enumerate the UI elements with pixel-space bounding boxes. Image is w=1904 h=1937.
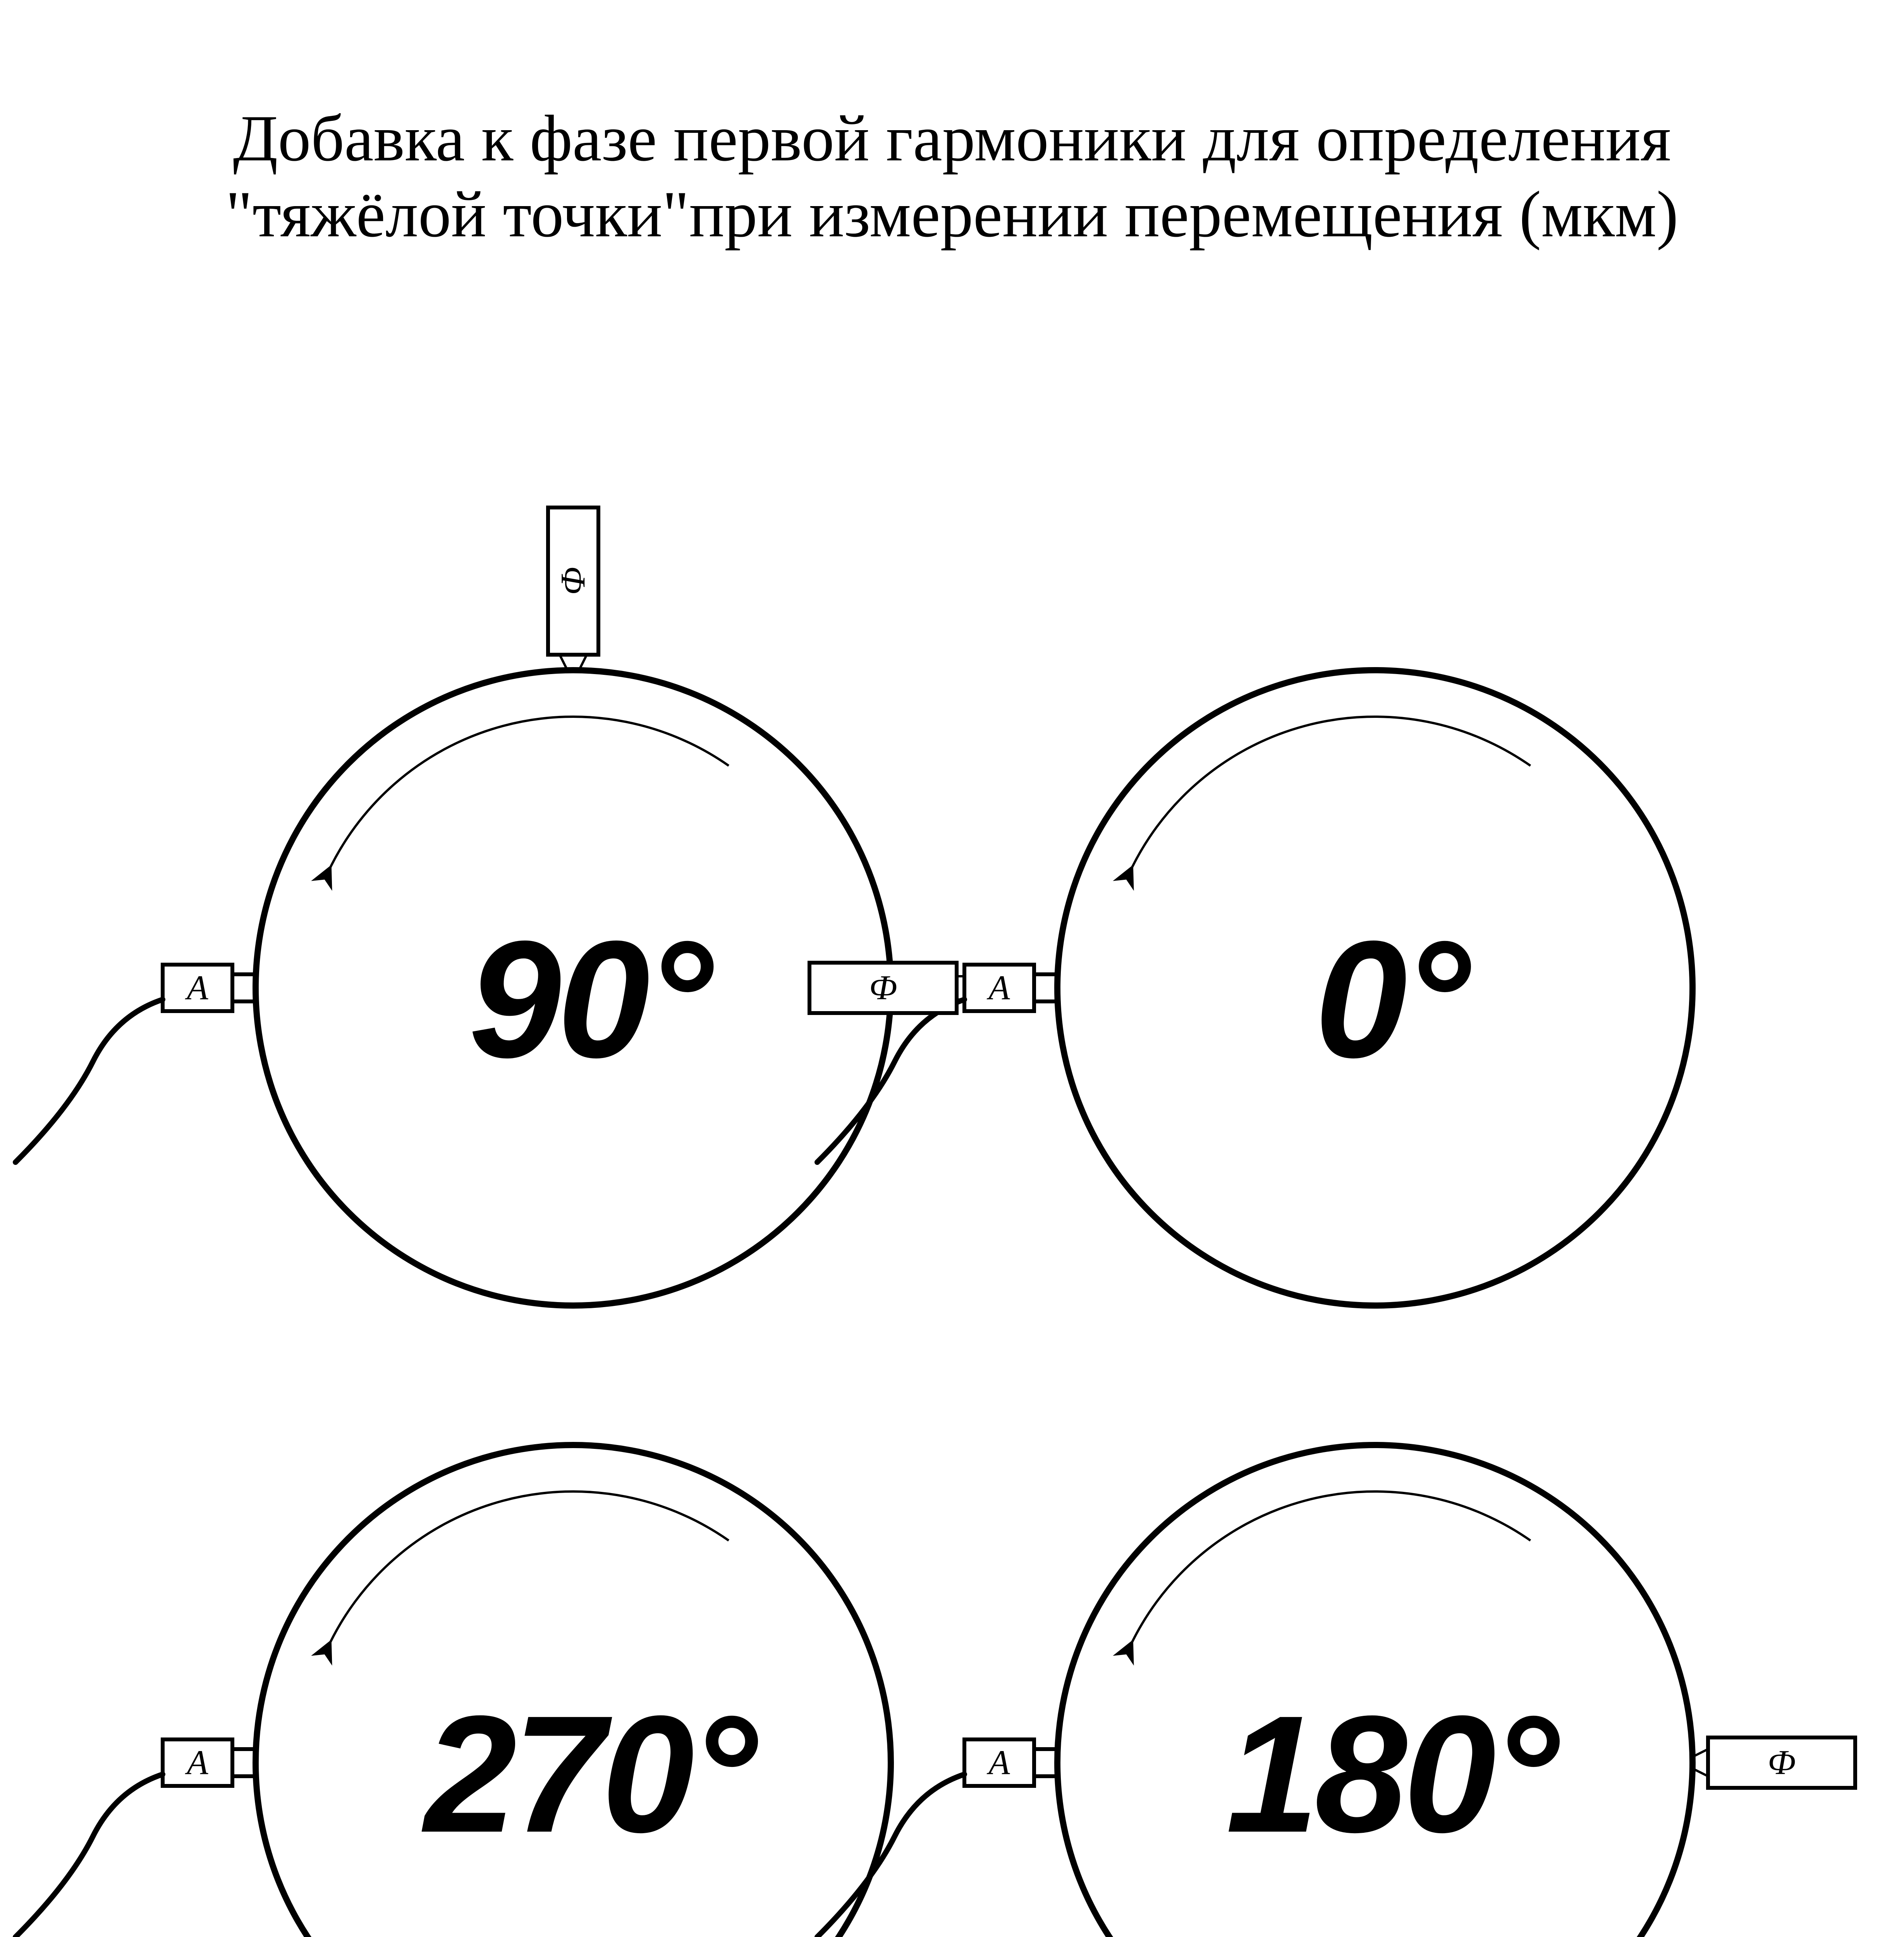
sensor-a-tip: [1034, 1749, 1057, 1776]
angle-value: 0°: [1315, 907, 1471, 1092]
diagram-d90: 90° A Ф: [15, 507, 891, 1306]
sensor-a-tip: [1034, 974, 1057, 1001]
sensor-a-label: A: [987, 969, 1010, 1007]
sensor-a-tip: [232, 1749, 256, 1776]
sensor-a-label: A: [185, 1744, 209, 1782]
rotation-arrow: [1129, 717, 1531, 873]
diagram-canvas: 90°AФ0°AФ270°AФ180°AФ: [0, 0, 1904, 1937]
diagram-d0: 0° A Ф: [809, 670, 1693, 1306]
rotation-arrow: [1129, 1491, 1531, 1648]
diagram-d180: 180° A Ф: [817, 1445, 1855, 1937]
diagram-d270: 270°AФ: [15, 1445, 891, 1937]
sensor-a-cable: [15, 1774, 163, 1937]
sensor-a-label: A: [987, 1744, 1010, 1782]
angle-value: 90°: [469, 907, 714, 1092]
sensor-a-tip: [232, 974, 256, 1001]
rotation-arrow: [328, 1491, 729, 1648]
sensor-phi-label: Ф: [554, 567, 593, 595]
rotation-arrow: [328, 717, 729, 873]
angle-value: 270°: [422, 1681, 758, 1867]
angle-value: 180°: [1226, 1681, 1560, 1867]
sensor-phi-label: Ф: [1768, 1744, 1796, 1782]
sensor-a-cable: [15, 999, 163, 1162]
sensor-phi-label: Ф: [869, 969, 897, 1007]
sensor-a-label: A: [185, 969, 209, 1007]
